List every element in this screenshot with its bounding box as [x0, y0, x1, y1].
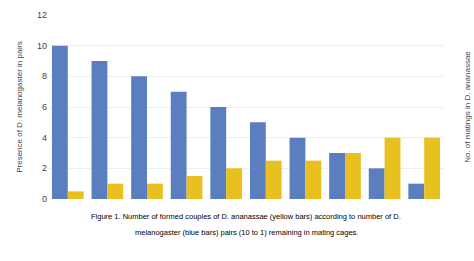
- svg-text:Presence of D. melanogaster in: Presence of D. melanogaster in pairs: [15, 41, 24, 173]
- svg-text:Figure 1. Number of formed cou: Figure 1. Number of formed couples of D.…: [91, 212, 401, 221]
- svg-text:6: 6: [42, 102, 47, 112]
- svg-text:2: 2: [42, 163, 47, 173]
- svg-text:8: 8: [42, 71, 47, 81]
- svg-text:0: 0: [42, 194, 47, 204]
- svg-text:4: 4: [42, 133, 47, 143]
- svg-text:No. of matings in D. ananassae: No. of matings in D. ananassae: [463, 51, 472, 163]
- svg-text:10: 10: [37, 41, 47, 51]
- svg-text:melanogaster (blue bars) pairs: melanogaster (blue bars) pairs (10 to 1)…: [135, 228, 358, 237]
- svg-text:12: 12: [37, 10, 47, 20]
